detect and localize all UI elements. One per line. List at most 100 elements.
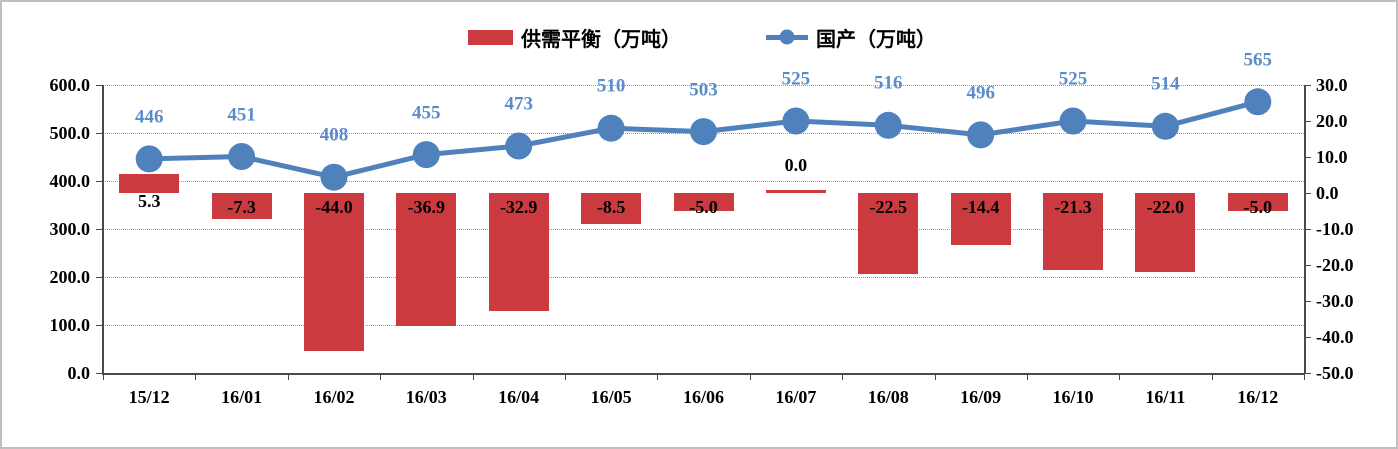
line-series-marker <box>1151 112 1179 140</box>
line-data-label: 525 <box>1058 68 1088 90</box>
line-series-dot-icon <box>779 29 795 45</box>
bar <box>304 193 364 352</box>
bar-series-swatch-icon <box>468 29 513 45</box>
y-left-tick-mark <box>96 277 103 278</box>
line-series-plot <box>135 88 1272 191</box>
line-data-label: 565 <box>1243 49 1273 71</box>
line-series-marker <box>967 121 995 149</box>
x-axis-tick-mark <box>564 373 566 380</box>
y-left-tick-mark <box>96 325 103 326</box>
bar <box>950 193 1011 245</box>
x-axis-tick-mark <box>195 373 197 380</box>
x-axis-tick-mark <box>1119 373 1121 380</box>
x-axis-category-label: 16/01 <box>221 387 263 407</box>
y-right-tick-label: 0.0 <box>1316 183 1339 203</box>
y-right-tick-label: -30.0 <box>1316 291 1354 311</box>
x-axis-tick-mark <box>380 373 382 380</box>
x-axis-category-label: 16/11 <box>1145 387 1186 407</box>
y-right-tick-label: 10.0 <box>1316 147 1348 167</box>
x-axis-tick-mark <box>287 373 289 380</box>
x-axis-category-label: 16/03 <box>405 387 447 407</box>
y-right-tick-mark <box>1304 121 1311 122</box>
y-right-tick-mark <box>1304 301 1311 302</box>
gridline <box>103 229 1304 230</box>
y-left-tick-label: 500.0 <box>49 123 91 143</box>
line-series-swatch-icon <box>766 29 808 45</box>
y-right-tick-mark <box>1304 157 1311 158</box>
line-data-label: 451 <box>227 104 256 125</box>
bar <box>488 193 549 312</box>
gridline <box>103 85 1304 86</box>
y-left-tick-label: 100.0 <box>49 315 91 335</box>
bar <box>1227 193 1288 211</box>
line-series-marker <box>690 118 717 146</box>
bar <box>673 193 734 211</box>
x-axis-tick-mark <box>842 373 844 380</box>
y-right-tick-mark <box>1304 85 1311 86</box>
x-axis-category-label: 16/07 <box>775 387 817 407</box>
y-left-tick-mark <box>96 85 103 86</box>
bar-data-label: -8.5 <box>596 197 626 217</box>
bar <box>1043 193 1103 270</box>
line-data-label: 473 <box>504 93 533 115</box>
gridline <box>103 181 1304 182</box>
x-axis-tick-mark <box>749 373 751 380</box>
y-left-tick-label: 400.0 <box>49 171 91 191</box>
x-axis-category-label: 16/08 <box>867 387 909 407</box>
bar-data-label: 0.0 <box>784 155 808 175</box>
y-left-tick-label: 600.0 <box>49 75 91 95</box>
x-axis-category-label: 16/05 <box>590 387 632 407</box>
y-right-tick-mark <box>1304 193 1311 194</box>
bar-data-label: -21.3 <box>1054 197 1092 217</box>
bar <box>581 193 642 224</box>
y-right-tick-label: 20.0 <box>1316 111 1348 131</box>
y-right-axis-line <box>1304 85 1306 373</box>
line-series-marker <box>597 114 625 142</box>
line-series-marker <box>1059 107 1087 135</box>
line-data-label: 516 <box>874 72 903 94</box>
line-series-marker <box>505 132 533 160</box>
bar-zero-marker <box>765 190 826 193</box>
x-axis-category-label: 16/06 <box>682 387 725 407</box>
x-axis-category-label: 16/12 <box>1237 387 1279 407</box>
bar-data-label: -22.0 <box>1146 197 1185 217</box>
line-data-label: 510 <box>596 75 626 97</box>
y-left-tick-mark <box>96 373 103 374</box>
line-series-marker <box>782 107 810 135</box>
y-right-tick-label: 30.0 <box>1316 75 1348 95</box>
x-axis-tick-mark <box>472 373 474 380</box>
line-data-label: 496 <box>966 82 995 104</box>
y-left-tick-mark <box>96 229 103 230</box>
y-right-tick-mark <box>1304 337 1311 338</box>
y-left-tick-mark <box>96 181 103 182</box>
bar <box>211 193 272 220</box>
y-left-tick-label: 200.0 <box>49 267 91 287</box>
line-data-label: 503 <box>689 79 718 101</box>
y-right-tick-mark <box>1304 265 1311 266</box>
x-axis-line <box>102 373 1304 375</box>
line-series-legend-label: 国产（万吨） <box>816 26 936 51</box>
x-axis-tick-mark <box>1304 373 1305 380</box>
y-left-axis-line <box>102 85 104 373</box>
bar-data-label: 5.3 <box>137 191 161 211</box>
line-data-label: 455 <box>412 102 441 124</box>
line-series-marker <box>135 145 163 173</box>
legend-item-supply-balance: 供需平衡（万吨） <box>468 25 681 51</box>
bar-data-label: -36.9 <box>407 197 446 217</box>
y-right-tick-label: -20.0 <box>1316 255 1354 275</box>
gridline <box>103 277 1304 278</box>
bar-data-label: -5.0 <box>689 197 718 217</box>
bar-data-label: -7.3 <box>227 197 256 217</box>
x-axis-tick-mark <box>103 373 104 380</box>
line-series-marker <box>412 141 440 169</box>
x-axis-category-label: 15/12 <box>128 387 170 407</box>
bar-data-label: -32.9 <box>499 197 538 217</box>
y-left-tick-label: 0.0 <box>67 363 91 383</box>
bar <box>1135 193 1196 273</box>
x-axis-tick-mark <box>1026 373 1028 380</box>
y-left-tick-mark <box>96 133 103 134</box>
y-right-tick-label: -10.0 <box>1316 219 1354 239</box>
bar-data-label: -22.5 <box>869 197 908 217</box>
line-series-marker <box>874 111 902 139</box>
